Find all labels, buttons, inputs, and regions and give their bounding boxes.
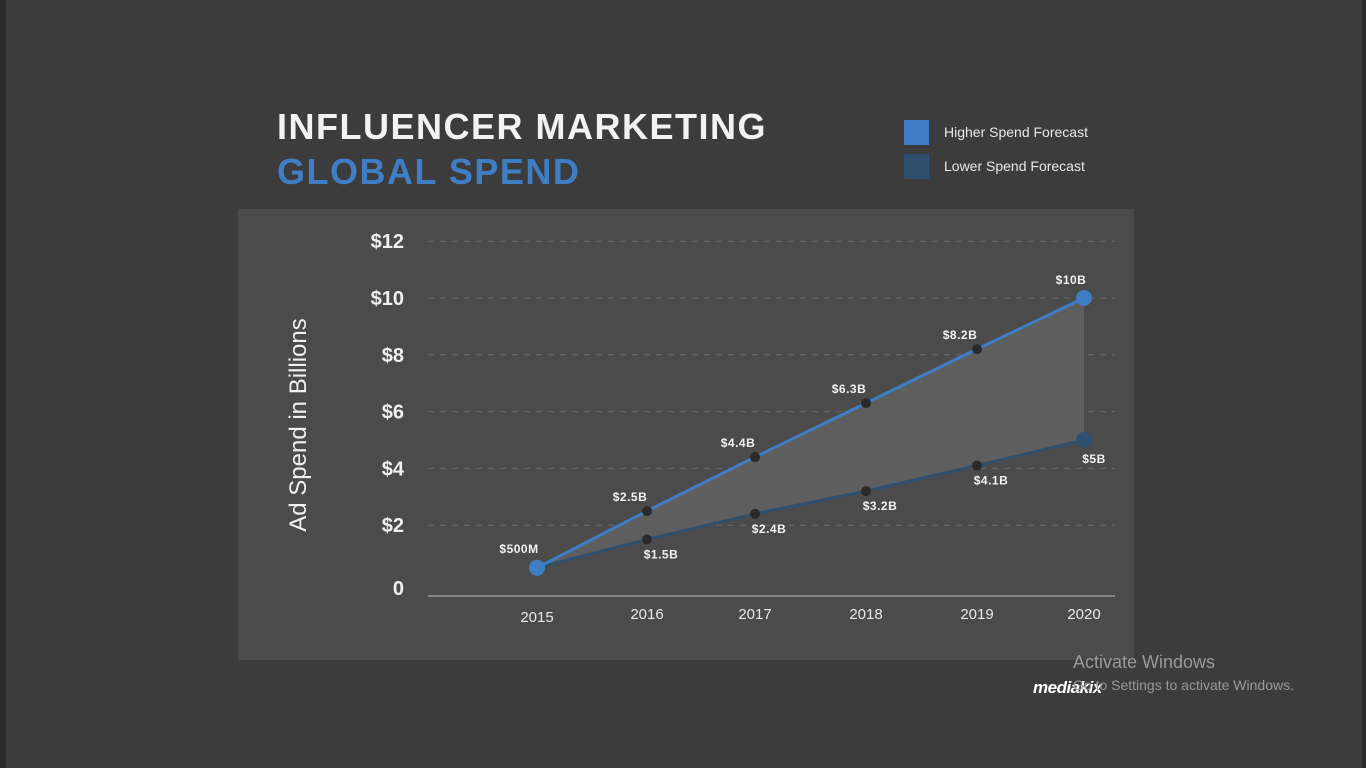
y-tick-label: $12 [371, 231, 404, 253]
data-label-higher: $8.2B [943, 328, 978, 342]
point-higher [750, 452, 760, 463]
chart-legend: Higher Spend Forecast Lower Spend Foreca… [904, 119, 1088, 187]
activate-windows-subtitle: Go to Settings to activate Windows. [1073, 677, 1294, 693]
data-label-lower: $1.5B [644, 547, 679, 561]
point-higher [642, 506, 652, 516]
chart-subtitle: GLOBAL SPEND [277, 151, 581, 192]
data-label-higher: $500M [499, 542, 538, 556]
point-higher [1076, 290, 1092, 306]
legend-swatch-higher [904, 119, 929, 145]
point-lower [861, 486, 871, 497]
point-lower [750, 508, 760, 519]
x-tick-label: 2017 [738, 606, 771, 623]
forecast-band-area [537, 298, 1084, 568]
right-edge-bar [1362, 0, 1366, 768]
point-higher [529, 559, 545, 576]
x-tick-label: 2020 [1067, 606, 1100, 623]
point-lower [972, 460, 982, 471]
data-label-higher: $10B [1056, 273, 1087, 287]
x-tick-label: 2016 [630, 606, 663, 623]
y-axis-title: Ad Spend in Billions [285, 318, 312, 531]
point-higher [861, 398, 871, 409]
y-tick-label: 0 [393, 578, 404, 600]
legend-item-higher: Higher Spend Forecast [904, 119, 1088, 145]
data-label-lower: $4.1B [974, 474, 1009, 488]
chart-title: INFLUENCER MARKETING [277, 106, 767, 147]
y-tick-label: $10 [371, 288, 404, 310]
y-tick-label: $2 [382, 515, 404, 537]
legend-swatch-lower [904, 153, 929, 179]
legend-item-lower: Lower Spend Forecast [904, 153, 1088, 179]
x-tick-label: 2018 [849, 606, 882, 623]
data-label-lower: $5B [1082, 452, 1106, 466]
x-tick-label: 2019 [960, 606, 993, 623]
y-tick-label: $8 [382, 345, 404, 367]
legend-label-higher: Higher Spend Forecast [944, 124, 1088, 140]
y-tick-label: $6 [382, 402, 404, 424]
point-higher [972, 344, 982, 355]
data-label-higher: $4.4B [721, 436, 756, 450]
activate-windows-title: Activate Windows [1073, 652, 1216, 672]
data-label-lower: $3.2B [863, 499, 898, 513]
data-label-higher: $6.3B [832, 382, 867, 396]
series-line-lower [536, 438, 1085, 570]
data-label-lower: $2.4B [752, 522, 787, 536]
point-lower [642, 534, 652, 545]
legend-label-lower: Lower Spend Forecast [944, 158, 1085, 174]
point-lower [1076, 432, 1092, 448]
left-edge-bar [0, 0, 6, 768]
y-tick-label: $4 [382, 458, 405, 480]
data-label-higher: $2.5B [613, 490, 648, 504]
x-tick-label: 2015 [520, 609, 553, 626]
series-line-higher [536, 296, 1085, 570]
brand-logo: mediakix [1033, 678, 1102, 697]
